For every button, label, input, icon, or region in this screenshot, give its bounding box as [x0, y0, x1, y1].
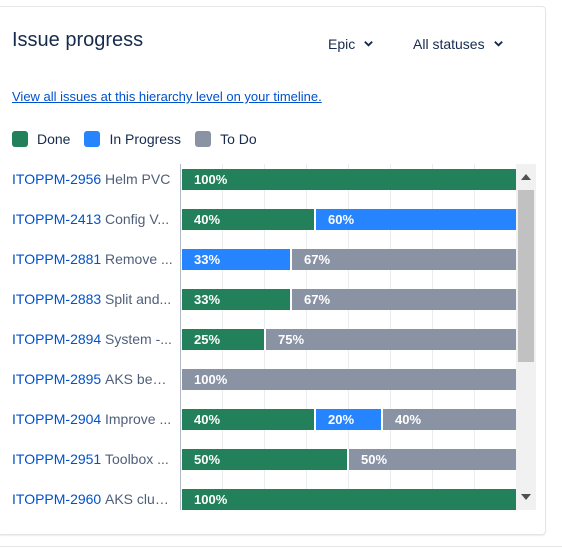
progress-bar[interactable]: 50% 50%	[182, 449, 516, 470]
issue-row: ITOPPM-2904 Improve ...	[0, 404, 518, 444]
legend-swatch-in-progress	[84, 131, 101, 147]
progress-segment-done: 50%	[182, 449, 349, 470]
legend-item-done: Done	[12, 131, 70, 147]
issue-key-link[interactable]: ITOPPM-2956	[12, 171, 102, 187]
issue-key-link[interactable]: ITOPPM-2960	[12, 491, 102, 507]
issue-summary: Config V...	[105, 211, 170, 227]
status-dropdown[interactable]: All statuses	[413, 36, 504, 52]
progress-bar[interactable]: 100%	[182, 369, 516, 390]
timeline-link[interactable]: View all issues at this hierarchy level …	[12, 89, 322, 104]
progress-segment-done: 40%	[182, 409, 316, 430]
legend-item-in-progress: In Progress	[84, 131, 181, 147]
progress-bar[interactable]: 33% 67%	[182, 249, 516, 270]
issue-summary: Improve ...	[105, 411, 172, 427]
epic-dropdown[interactable]: Epic	[328, 36, 374, 52]
issue-row: ITOPPM-2895 AKS best...	[0, 364, 518, 404]
progress-segment-todo: 67%	[292, 289, 516, 310]
issue-summary: AKS best...	[105, 371, 173, 387]
legend-label-todo: To Do	[220, 131, 257, 147]
divider	[0, 546, 562, 547]
issue-progress-card	[0, 6, 546, 535]
chevron-down-icon	[363, 36, 374, 52]
progress-segment-todo: 67%	[292, 249, 516, 270]
issue-row: ITOPPM-2413 Config V...	[0, 204, 518, 244]
issue-row: ITOPPM-2960 AKS clus...	[0, 484, 518, 510]
status-dropdown-label: All statuses	[413, 36, 485, 52]
progress-chart-area: 100% 40% 60% 33% 67% 33% 67% 25% 75% 100% 40% 20% 40…	[180, 164, 517, 510]
legend-label-done: Done	[37, 131, 71, 147]
progress-bar[interactable]: 25% 75%	[182, 329, 517, 350]
scrollbar[interactable]	[516, 164, 536, 510]
issue-row: ITOPPM-2956 Helm PVC	[0, 164, 518, 204]
issue-summary: AKS clus...	[105, 491, 173, 507]
issue-key-link[interactable]: ITOPPM-2413	[12, 211, 102, 227]
progress-segment-in-progress: 33%	[182, 249, 292, 270]
progress-segment-in-progress: 60%	[316, 209, 516, 230]
issue-key-link[interactable]: ITOPPM-2881	[12, 251, 102, 267]
chevron-down-icon	[493, 36, 504, 52]
issue-list: ITOPPM-2956 Helm PVC ITOPPM-2413 Config V..…	[0, 164, 518, 510]
progress-segment-done: 33%	[182, 289, 292, 310]
issue-summary: Toolbox ...	[105, 451, 169, 467]
issue-key-link[interactable]: ITOPPM-2951	[12, 451, 102, 467]
issue-key-link[interactable]: ITOPPM-2883	[12, 291, 102, 307]
issue-summary: Helm PVC	[105, 171, 171, 187]
issue-summary: System -...	[105, 331, 172, 347]
progress-bar[interactable]: 40% 20% 40%	[182, 409, 517, 430]
scroll-down-arrow-icon[interactable]	[521, 494, 531, 500]
scroll-up-arrow-icon[interactable]	[521, 174, 531, 180]
issue-key-link[interactable]: ITOPPM-2904	[12, 411, 102, 427]
issue-row: ITOPPM-2951 Toolbox ...	[0, 444, 518, 484]
progress-segment-todo: 75%	[266, 329, 517, 350]
progress-segment-done: 40%	[182, 209, 316, 230]
issue-summary: Remove ...	[105, 251, 173, 267]
progress-segment-done: 25%	[182, 329, 266, 350]
progress-bar[interactable]: 40% 60%	[182, 209, 516, 230]
legend-item-todo: To Do	[195, 131, 257, 147]
legend-swatch-done	[12, 131, 28, 147]
progress-segment-todo: 100%	[182, 369, 516, 390]
progress-bar[interactable]: 100%	[182, 169, 516, 190]
issue-row: ITOPPM-2883 Split and...	[0, 284, 518, 324]
issue-row: ITOPPM-2881 Remove ...	[0, 244, 518, 284]
issue-row: ITOPPM-2894 System -...	[0, 324, 518, 364]
progress-segment-todo: 40%	[383, 409, 517, 430]
progress-segment-done: 100%	[182, 489, 516, 510]
progress-segment-done: 100%	[182, 169, 516, 190]
progress-bar[interactable]: 33% 67%	[182, 289, 516, 310]
progress-segment-todo: 50%	[349, 449, 516, 470]
progress-segment-in-progress: 20%	[316, 409, 383, 430]
issue-key-link[interactable]: ITOPPM-2895	[12, 371, 102, 387]
scrollbar-thumb[interactable]	[518, 190, 534, 362]
card-title: Issue progress	[12, 29, 144, 51]
epic-dropdown-label: Epic	[328, 36, 356, 52]
legend-swatch-todo	[195, 131, 212, 147]
issue-summary: Split and...	[105, 291, 172, 307]
legend-label-in-progress: In Progress	[109, 131, 182, 147]
legend: Done In Progress To Do	[12, 131, 271, 147]
issue-key-link[interactable]: ITOPPM-2894	[12, 331, 102, 347]
progress-bar[interactable]: 100%	[182, 489, 516, 510]
